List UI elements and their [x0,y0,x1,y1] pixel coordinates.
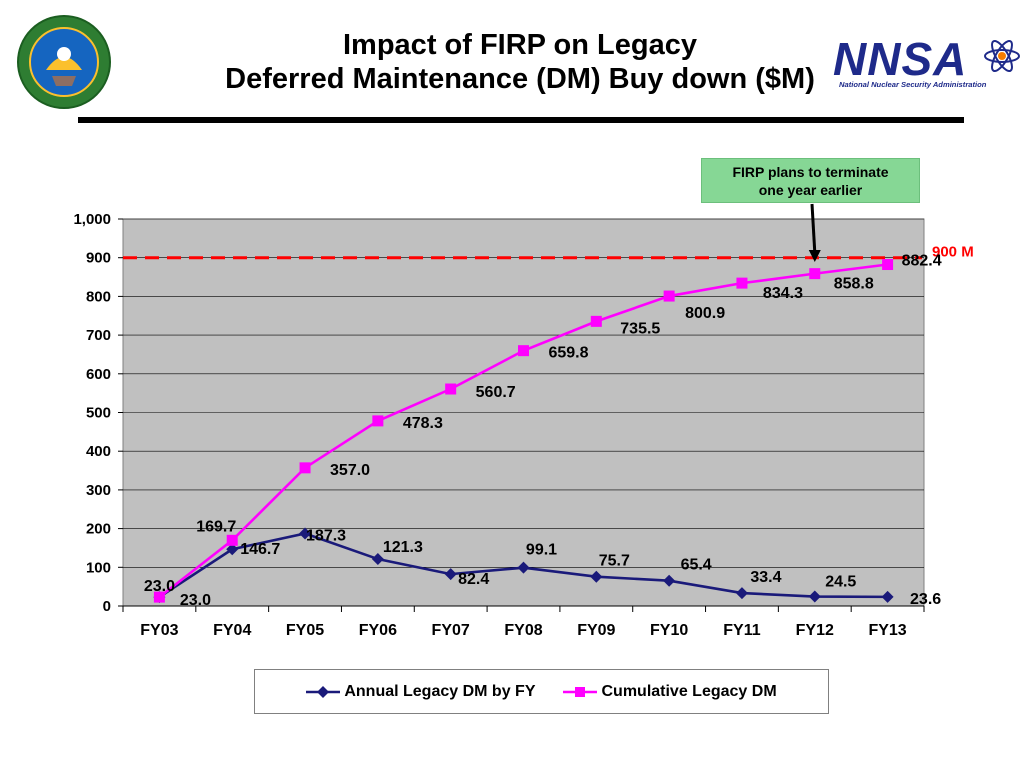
annual-data-point [881,590,894,603]
legend-label-cumulative: Cumulative Legacy DM [601,682,777,700]
x-tick-label: FY03 [140,622,178,639]
x-tick-label: FY12 [796,622,834,639]
y-tick-label: 700 [86,327,111,344]
title-line-1: Impact of FIRP on Legacy [343,29,697,61]
annual-data-label: 82.4 [458,571,489,588]
nnsa-logo: NNSA National Nuclear Security Administr… [833,34,1021,94]
y-tick-label: 0 [103,598,111,615]
y-tick-label: 300 [86,482,111,499]
cumulative-data-label: 478.3 [403,415,443,432]
cumulative-data-point [518,345,529,357]
line-chart: 0 100 200 300 400 500 600 700 800 900 1,000 FY03 FY0… [73,203,974,639]
x-tick-label: FY13 [868,622,906,639]
chart-legend: Annual Legacy DM by FY Cumulative Legacy… [254,669,829,714]
y-tick-label: 900 [86,250,111,267]
annual-data-point [444,568,457,581]
cumulative-data-label: 858.8 [834,276,874,293]
title-line-2: Deferred Maintenance (DM) Buy down ($M) [225,63,815,95]
cumulative-data-point [372,415,384,427]
x-tick-label: FY10 [650,622,688,639]
nnsa-logo-letters: NNSA [833,33,968,85]
annual-data-label: 121.3 [383,539,423,556]
annual-data-label: 33.4 [750,569,781,586]
annual-data-point [517,561,530,574]
x-tick-label: FY07 [432,622,470,639]
legend-square-marker-icon [563,686,598,697]
legend-label-annual: Annual Legacy DM by FY [344,682,536,700]
y-tick-label: 200 [86,521,111,538]
cumulative-data-label: 357.0 [330,462,370,479]
annual-data-point [226,543,239,556]
nnsa-logo-subtitle: National Nuclear Security Administration [839,80,987,89]
legend-diamond-marker-icon [306,685,341,698]
annual-data-point [808,590,821,603]
cumulative-data-point [809,268,821,280]
cumulative-data-label: 882.4 [902,253,942,270]
callout-line-2: one year earlier [758,182,863,198]
cumulative-data-point [736,277,748,289]
cumulative-data-label: 659.8 [548,345,588,362]
cumulative-data-label: 800.9 [685,305,725,322]
cumulative-data-point [590,315,602,327]
annual-data-label: 99.1 [526,542,557,559]
annual-data-point [590,570,603,583]
seal-graphic [17,15,111,109]
annual-data-label: 23.6 [910,591,941,608]
callout-line-1: FIRP plans to terminate [732,164,889,180]
annual-data-label: 146.7 [240,541,280,558]
y-tick-label: 400 [86,443,111,460]
title-divider [78,117,964,123]
annual-data-label: 187.3 [306,528,346,545]
cumulative-data-label: 560.7 [476,384,516,401]
atom-icon [984,39,1020,73]
y-tick-label: 100 [86,559,111,576]
chart-plot-group: 0 100 200 300 400 500 600 700 800 900 1,000 FY03 FY0… [73,203,974,639]
cumulative-data-point [226,534,238,546]
doe-seal-logo [16,14,112,110]
page-title: Impact of FIRP on Legacy Deferred Mainte… [80,28,960,96]
annual-data-point [299,527,312,540]
annual-data-point [371,553,384,566]
x-tick-label: FY05 [286,622,324,639]
callout-box: FIRP plans to terminate one year earlier [701,158,920,203]
x-tick-label: FY08 [504,622,542,639]
x-tick-label: FY09 [577,622,615,639]
legend-item-cumulative: Cumulative Legacy DM [563,682,777,701]
annual-data-label: 75.7 [599,553,630,570]
cumulative-data-point [299,462,311,474]
annual-data-label: 65.4 [681,557,712,574]
cumulative-data-label: 169.7 [196,518,236,535]
legend-item-annual: Annual Legacy DM by FY [306,683,535,701]
x-tick-label: FY11 [723,622,760,639]
annual-data-label: 23.0 [180,592,211,609]
y-tick-label: 800 [86,288,111,305]
cumulative-data-point [153,591,165,603]
x-tick-label: FY04 [213,622,251,639]
y-tick-label: 1,000 [73,211,111,228]
x-tick-label: FY06 [359,622,397,639]
callout-arrow-head [808,250,821,262]
y-tick-label: 500 [86,405,111,422]
cumulative-data-label: 834.3 [763,285,803,302]
annual-data-point [735,587,748,600]
cumulative-data-point [663,290,675,302]
annual-data-point [663,574,676,587]
cumulative-data-point [882,259,894,271]
y-tick-label: 600 [86,366,111,383]
cumulative-data-label: 735.5 [620,320,660,337]
reference-line-label: 900 M [932,244,974,261]
cumulative-data-point [445,383,457,395]
cumulative-data-label: 23.0 [144,578,175,595]
callout-arrow-line [810,203,817,253]
annual-data-label: 24.5 [825,574,856,591]
